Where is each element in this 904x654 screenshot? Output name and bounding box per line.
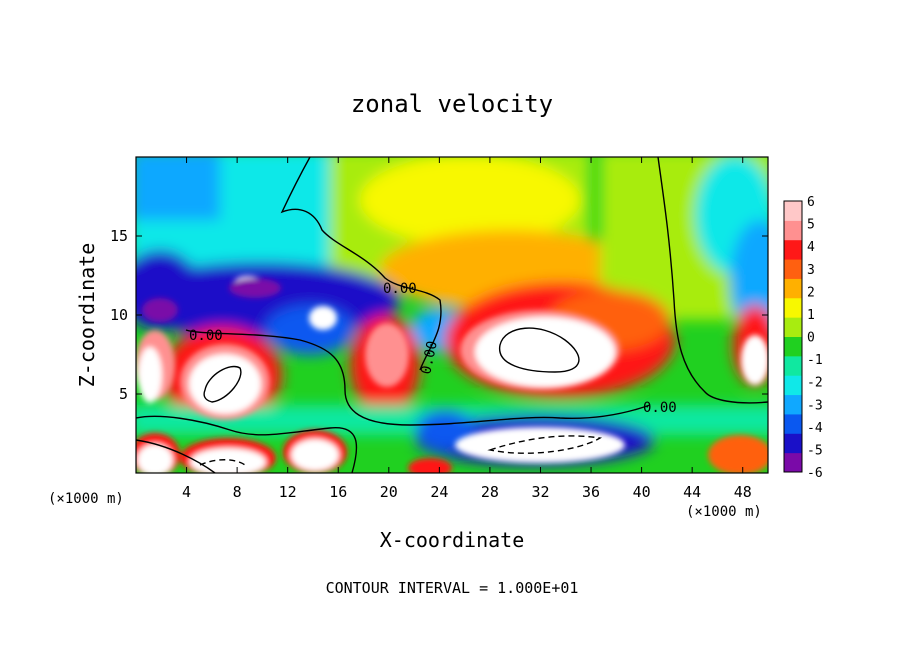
x-axis-units-right: (×1000 m) [686, 504, 762, 520]
contour-label: 0.00 [383, 281, 417, 297]
contour-label: 0.00 [643, 400, 677, 416]
colorbar-swatch [784, 336, 802, 357]
colorbar-swatch [784, 297, 802, 318]
x-tick-label: 4 [182, 483, 191, 501]
colorbar-tick-label: -6 [807, 466, 823, 481]
contour-lines [136, 157, 768, 473]
zero-contour-mid [280, 157, 442, 371]
colorbar-swatch [784, 239, 802, 260]
jet-core-contour [499, 327, 580, 373]
y-axis-ticks: 5 10 15 [110, 227, 768, 403]
y-axis-label: Z-coordinate [75, 243, 99, 388]
colorbar-tick-label: -2 [807, 376, 823, 391]
x-tick-label: 20 [380, 483, 398, 501]
contour-label: 0.00 [418, 340, 441, 376]
colorbar-swatch [784, 201, 802, 221]
colorbar-swatch [784, 375, 802, 396]
colorbar-tick-label: 0 [807, 331, 815, 346]
zero-contour-low [136, 415, 358, 473]
contour-interval-note: CONTOUR INTERVAL = 1.000E+01 [326, 579, 579, 597]
chart-title: zonal velocity [351, 90, 553, 118]
contour-label: 0.00 [189, 328, 223, 344]
heatmap-field [136, 157, 768, 473]
x-tick-label: 8 [233, 483, 242, 501]
colorbar-tick-label: -3 [807, 398, 823, 413]
x-tick-label: 32 [531, 483, 549, 501]
colorbar-swatch [784, 452, 802, 473]
colorbar-swatch [784, 278, 802, 299]
x-axis-label: X-coordinate [380, 528, 525, 552]
colorbar-tick-label: 4 [807, 240, 815, 255]
x-tick-label: 28 [481, 483, 499, 501]
colorbar-tick-label: -1 [807, 353, 823, 368]
colorbar-tick-label: -4 [807, 421, 823, 436]
colorbar-tick-label: -5 [807, 443, 823, 458]
y-tick-label: 15 [110, 227, 128, 245]
x-tick-label: 24 [430, 483, 448, 501]
colorbar-tick-label: 3 [807, 263, 815, 278]
x-tick-label: 44 [683, 483, 701, 501]
x-tick-label: 12 [279, 483, 297, 501]
colorbar-tick-label: 5 [807, 218, 815, 233]
negative-contour-2 [199, 459, 246, 466]
zero-contour-upper [657, 157, 768, 404]
x-axis-ticks: 4 8 12 16 20 24 28 32 36 40 44 48 [182, 157, 752, 501]
x-axis-units-left: (×1000 m) [48, 491, 124, 507]
contour-labels: 0.00 0.00 0.00 0.00 [189, 281, 677, 416]
x-tick-label: 16 [329, 483, 347, 501]
colorbar-swatch [784, 433, 802, 454]
colorbar-swatch [784, 259, 802, 279]
colorbar-swatch [784, 394, 802, 415]
colorbar-tick-label: 1 [807, 308, 815, 323]
negative-contour [487, 435, 603, 454]
colorbar-swatch [784, 317, 802, 337]
colorbar-swatch [784, 355, 802, 376]
colorbar-frame [783, 200, 803, 473]
colorbar-swatch [784, 220, 802, 241]
low-level-contour [136, 439, 216, 473]
x-tick-label: 40 [633, 483, 651, 501]
y-tick-label: 5 [119, 385, 128, 403]
colorbar-tick-label: 2 [807, 285, 815, 300]
colorbar-tick-label: 6 [807, 195, 815, 210]
cell-core-contour [203, 365, 242, 403]
x-tick-label: 48 [734, 483, 752, 501]
zero-contour-left [185, 329, 651, 426]
colorbar-swatch [784, 413, 802, 434]
colorbar: 6 5 4 3 2 1 0 -1 -2 -3 -4 -5 -6 [783, 195, 823, 481]
x-tick-label: 36 [582, 483, 600, 501]
y-tick-label: 10 [110, 306, 128, 324]
